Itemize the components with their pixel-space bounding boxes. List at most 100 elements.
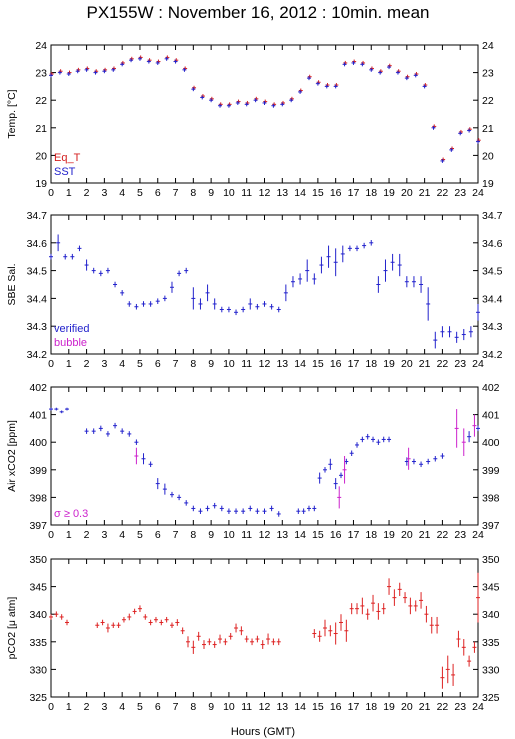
x-tick-label: 6 (155, 358, 161, 370)
x-tick-label: 11 (241, 358, 252, 370)
y-tick-label-left: 330 (29, 664, 47, 676)
x-tick-label: 13 (276, 358, 288, 370)
y-tick-label-right: 24 (482, 40, 494, 52)
x-tick-label: 0 (48, 529, 54, 541)
x-tick-label: 24 (472, 187, 484, 199)
x-tick-label: 12 (259, 701, 271, 713)
y-tick-label-right: 330 (482, 664, 500, 676)
x-tick-label: 7 (173, 187, 179, 199)
x-tick-label: 21 (419, 358, 431, 370)
y-tick-label-right: 34.4 (482, 293, 503, 305)
y-tick-label-right: 34.7 (482, 210, 503, 222)
x-tick-label: 11 (241, 187, 252, 199)
y-tick-label-right: 345 (482, 582, 500, 594)
y-tick-label-left: 398 (29, 492, 47, 504)
x-tick-label: 3 (101, 187, 107, 199)
x-tick-label: 15 (312, 187, 324, 199)
y-tick-label-left: 34.4 (27, 293, 48, 305)
y-tick-label-right: 22 (482, 95, 494, 107)
x-tick-label: 16 (330, 358, 342, 370)
y-tick-label-left: 402 (29, 382, 47, 394)
plot-frame (50, 44, 479, 184)
x-tick-label: 3 (101, 529, 107, 541)
x-tick-label: 22 (437, 529, 449, 541)
y-tick-label-left: 340 (29, 609, 47, 621)
x-tick-label: 24 (472, 358, 484, 370)
y-tick-label-right: 19 (482, 178, 494, 190)
x-tick-label: 5 (137, 701, 143, 713)
x-tick-label: 10 (223, 358, 235, 370)
x-tick-label: 24 (472, 701, 484, 713)
x-tick-label: 4 (119, 358, 125, 370)
x-tick-label: 11 (241, 701, 252, 713)
y-tick-label-right: 340 (482, 609, 500, 621)
y-tick-label-right: 21 (482, 123, 494, 135)
x-axis-label: Hours (GMT) (231, 726, 295, 738)
x-tick-label: 19 (383, 701, 395, 713)
x-tick-label: 2 (84, 187, 90, 199)
x-tick-label: 21 (419, 187, 431, 199)
x-tick-label: 9 (208, 529, 214, 541)
x-tick-label: 4 (119, 701, 125, 713)
x-tick-label: 6 (155, 187, 161, 199)
x-tick-label: 8 (190, 187, 196, 199)
x-tick-label: 17 (348, 701, 360, 713)
chart-panel-2: 0 1 2 3 4 5 6 7 8 9 10 11 12 13 14 15 16 17 18 19 20 21 22 23 24… (6, 210, 503, 370)
series-points-1 (49, 572, 480, 689)
x-tick-label: 13 (276, 701, 288, 713)
chart-title: PX155W : November 16, 2012 : 10min. mean (86, 3, 429, 22)
chart-panel-3: 0 1 2 3 4 5 6 7 8 9 10 11 12 13 14 15 16 17 18 19 20 21 22 23 24… (6, 382, 500, 541)
x-tick-label: 10 (223, 187, 235, 199)
legend-entry: verified (54, 323, 89, 335)
y-tick-label-left: 350 (29, 554, 47, 566)
plot-frame (50, 558, 479, 698)
x-tick-label: 13 (276, 187, 288, 199)
x-tick-label: 10 (223, 701, 235, 713)
y-tick-label-left: 345 (29, 582, 47, 594)
x-tick-label: 6 (155, 701, 161, 713)
y-tick-label-right: 400 (482, 437, 500, 449)
x-tick-label: 23 (454, 529, 466, 541)
x-tick-label: 20 (401, 187, 413, 199)
y-tick-label-right: 397 (482, 520, 500, 532)
y-tick-label-left: 24 (35, 40, 47, 52)
y-tick-label-left: 34.5 (27, 266, 48, 278)
x-tick-label: 22 (437, 187, 449, 199)
x-tick-label: 4 (119, 187, 125, 199)
y-tick-label-right: 34.6 (482, 238, 503, 250)
y-tick-label-right: 20 (482, 150, 494, 162)
x-tick-label: 22 (437, 701, 449, 713)
x-tick-label: 9 (208, 187, 214, 199)
x-tick-label: 12 (259, 358, 271, 370)
y-axis-label: pCO2 [μ atm] (6, 597, 18, 660)
x-tick-label: 17 (348, 529, 360, 541)
x-tick-label: 3 (101, 701, 107, 713)
x-tick-label: 0 (48, 358, 54, 370)
x-tick-label: 1 (66, 187, 72, 199)
y-tick-label-right: 401 (482, 410, 500, 422)
x-tick-label: 7 (173, 701, 179, 713)
x-tick-label: 13 (276, 529, 288, 541)
legend-entry: SST (54, 166, 76, 178)
y-tick-label-right: 399 (482, 465, 500, 477)
x-tick-label: 4 (119, 529, 125, 541)
x-tick-label: 1 (66, 701, 72, 713)
x-tick-label: 23 (454, 358, 466, 370)
y-tick-label-left: 21 (35, 123, 47, 135)
y-tick-label-left: 34.2 (27, 349, 48, 361)
y-tick-label-right: 398 (482, 492, 500, 504)
y-axis-label: Temp. [°C] (6, 89, 18, 138)
y-tick-label-right: 402 (482, 382, 500, 394)
x-tick-label: 7 (173, 358, 179, 370)
x-tick-label: 18 (365, 358, 377, 370)
y-tick-label-left: 23 (35, 68, 47, 80)
x-tick-label: 9 (208, 701, 214, 713)
y-tick-label-left: 335 (29, 637, 47, 649)
x-tick-label: 11 (241, 529, 252, 541)
legend-entry: σ ≥ 0.3 (54, 508, 88, 520)
x-tick-label: 17 (348, 358, 360, 370)
x-tick-label: 14 (294, 701, 306, 713)
y-tick-label-right: 335 (482, 637, 500, 649)
series-eq-t (49, 55, 481, 162)
